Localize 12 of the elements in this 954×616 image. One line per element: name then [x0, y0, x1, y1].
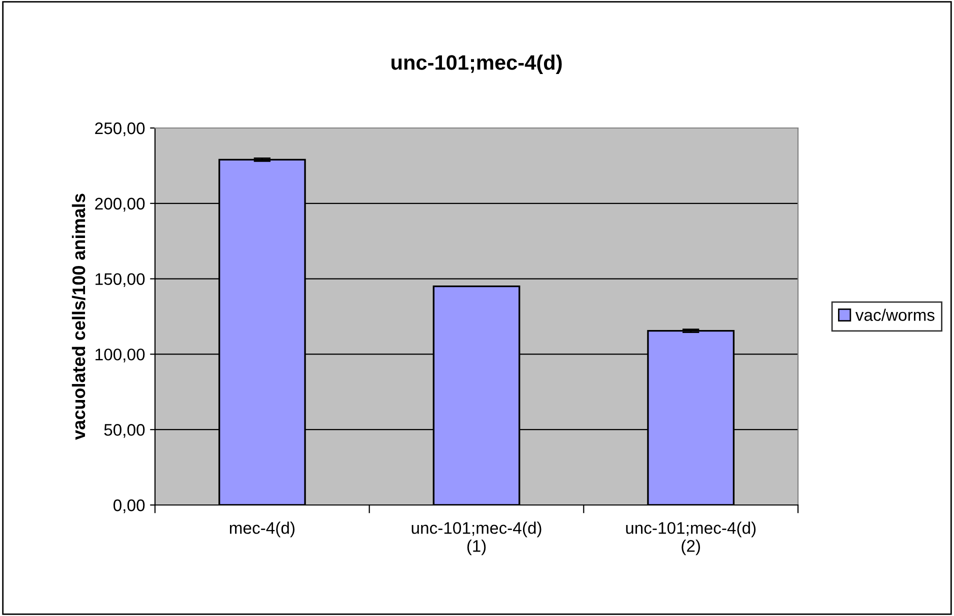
- y-tick-label: 50,00: [104, 424, 145, 438]
- y-tick-label: 100,00: [96, 348, 145, 362]
- x-tick-label: unc-101;mec-4(d) (2): [626, 522, 756, 556]
- y-tick-label: 200,00: [95, 198, 145, 212]
- x-tick-label: unc-101;mec-4(d) (1): [412, 522, 542, 556]
- y-axis-title: vacuolated cells/100 animals: [72, 194, 86, 440]
- legend-label: vac/worms: [855, 308, 934, 321]
- y-tick-label: 0,00: [113, 499, 145, 514]
- y-tick-label: 250,00: [95, 122, 145, 136]
- y-tick-label: 150,00: [96, 273, 145, 287]
- x-tick-label: mec-4(d): [230, 522, 294, 538]
- chart-title: unc-101;mec-4(d): [392, 54, 562, 74]
